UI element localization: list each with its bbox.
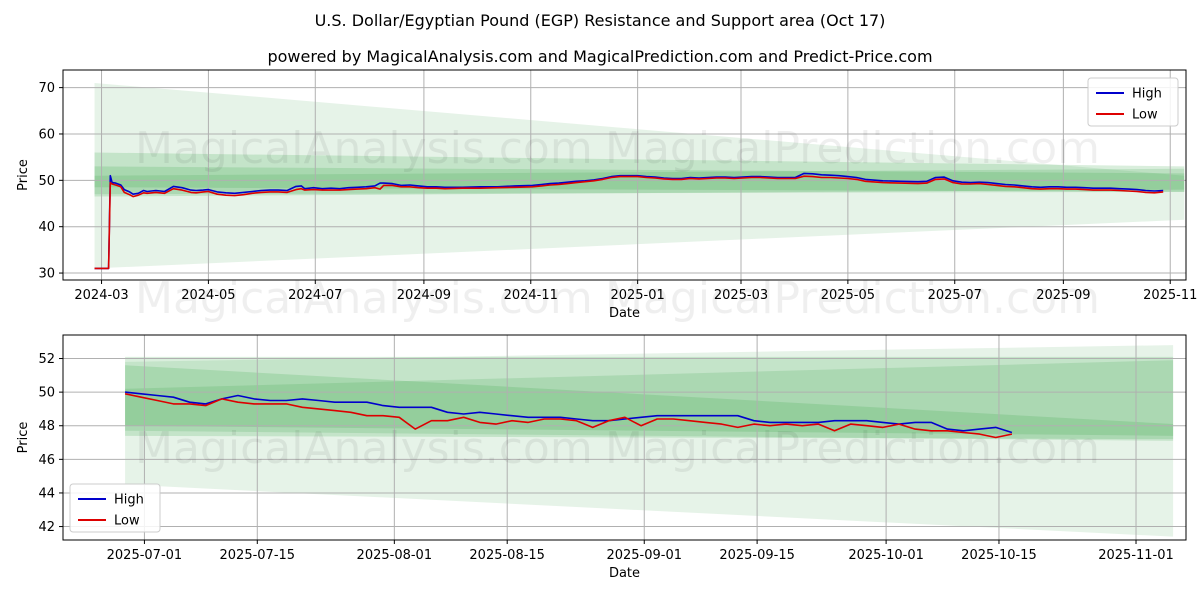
- x-tick-label: 2024-07: [288, 288, 342, 303]
- plot-frame: [62, 69, 1187, 281]
- y-tick-label: 52: [38, 352, 55, 367]
- x-tick-label: 2024-05: [181, 288, 235, 303]
- support-resistance-band: [125, 356, 1174, 440]
- legend: High Low: [69, 483, 161, 533]
- watermark-text: MagicalAnalysis.com: [135, 273, 593, 324]
- support-resistance-band: [125, 365, 1174, 436]
- series-line-high: [94, 172, 1164, 270]
- series-line-high: [125, 391, 1013, 434]
- x-tick-label: 2025-03: [714, 288, 768, 303]
- legend-label-high: High: [1132, 87, 1162, 102]
- watermark-text: MagicalPrediction.com: [605, 423, 1100, 474]
- watermark-text: MagicalAnalysis.com: [135, 423, 593, 474]
- legend-label-low: Low: [114, 514, 140, 529]
- y-tick-label: 30: [38, 267, 55, 282]
- legend-label-low: Low: [1132, 108, 1158, 123]
- x-tick-label: 2025-07: [928, 288, 982, 303]
- chart-title: U.S. Dollar/Egyptian Pound (EGP) Resista…: [315, 11, 886, 30]
- y-tick-label: 40: [38, 220, 55, 235]
- chart-subtitle: powered by MagicalAnalysis.com and Magic…: [267, 47, 932, 66]
- x-tick-label: 2025-08-15: [469, 548, 545, 563]
- x-tick-label: 2025-07-15: [220, 548, 296, 563]
- watermark-text: MagicalAnalysis.com: [135, 123, 593, 174]
- watermark-text: MagicalPrediction.com: [605, 273, 1100, 324]
- series-line-low: [124, 393, 1013, 439]
- x-tick-label: 2025-08-01: [357, 548, 433, 563]
- support-resistance-band: [94, 166, 1185, 192]
- y-tick-label: 46: [38, 453, 55, 468]
- y-tick-label: 48: [38, 419, 55, 434]
- support-resistance-band: [94, 152, 1185, 197]
- x-tick-label: 2025-09-01: [606, 548, 682, 563]
- x-tick-label: 2024-11: [504, 288, 558, 303]
- x-axis-label: Date: [609, 566, 640, 581]
- legend: High Low: [1087, 77, 1179, 127]
- bottom-panel: MagicalAnalysis.com MagicalPrediction.com…: [16, 334, 1187, 581]
- y-tick-label: 44: [38, 486, 55, 501]
- legend-label-high: High: [114, 493, 144, 508]
- x-axis-label: Date: [609, 306, 640, 321]
- x-tick-label: 2025-11: [1143, 288, 1197, 303]
- y-tick-label: 70: [38, 81, 55, 96]
- top-panel: MagicalAnalysis.com MagicalPrediction.com…: [16, 69, 1197, 324]
- support-resistance-band: [125, 360, 1174, 441]
- series-line-low: [94, 175, 1164, 270]
- x-tick-label: 2025-07-01: [107, 548, 183, 563]
- x-tick-label: 2024-03: [74, 288, 128, 303]
- y-axis-label: Price: [16, 159, 31, 191]
- y-tick-label: 50: [38, 174, 55, 189]
- x-tick-label: 2025-09: [1036, 288, 1090, 303]
- plot-frame: [62, 334, 1187, 541]
- y-tick-label: 50: [38, 386, 55, 401]
- y-axis-label: Price: [16, 422, 31, 454]
- x-tick-label: 2025-05: [821, 288, 875, 303]
- support-resistance-band: [125, 345, 1174, 537]
- x-tick-label: 2025-09-15: [719, 548, 795, 563]
- x-tick-label: 2025-10-15: [961, 548, 1037, 563]
- watermark-text: MagicalPrediction.com: [605, 123, 1100, 174]
- x-tick-label: 2025-11-01: [1098, 548, 1174, 563]
- y-tick-label: 42: [38, 520, 55, 535]
- x-tick-label: 2025-01: [610, 288, 664, 303]
- x-tick-label: 2025-10-01: [848, 548, 924, 563]
- y-tick-label: 60: [38, 127, 55, 142]
- x-tick-label: 2024-09: [397, 288, 451, 303]
